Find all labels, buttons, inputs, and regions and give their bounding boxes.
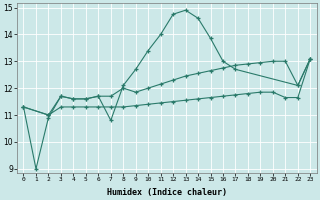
X-axis label: Humidex (Indice chaleur): Humidex (Indice chaleur) — [107, 188, 227, 197]
